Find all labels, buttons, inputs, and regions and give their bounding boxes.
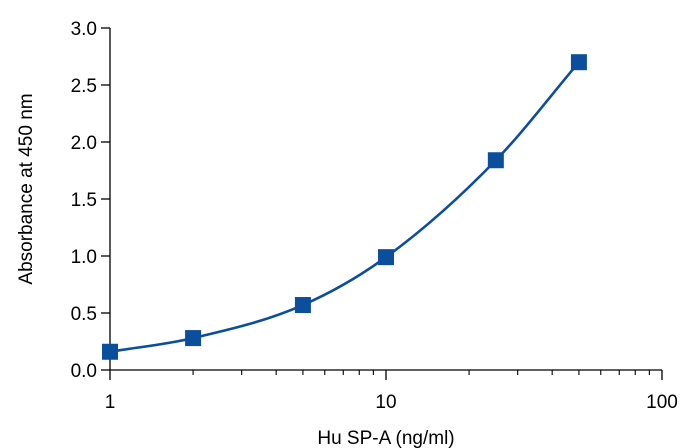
y-tick-label: 2.5 xyxy=(71,76,97,97)
data-point xyxy=(378,249,394,266)
x-ticks: 1 10 100 xyxy=(105,370,678,413)
axes xyxy=(109,28,662,371)
y-tick-label: 3.0 xyxy=(71,19,97,40)
data-point xyxy=(570,54,587,71)
x-tick-label: 100 xyxy=(646,392,678,413)
data-point xyxy=(102,343,118,360)
data-point xyxy=(487,152,504,169)
x-axis-label: Hu SP-A (ng/ml) xyxy=(317,428,454,448)
fit-curve xyxy=(109,61,580,354)
y-tick-label: 1.0 xyxy=(71,247,97,268)
y-tick-label: 0.0 xyxy=(71,361,97,382)
y-tick-label: 1.5 xyxy=(71,190,97,211)
y-axis-label: Absorbance at 450 nm xyxy=(16,93,37,284)
data-point xyxy=(294,297,311,314)
data-series xyxy=(102,54,587,360)
y-tick-label: 2.0 xyxy=(71,133,97,154)
y-tick-label: 0.5 xyxy=(71,304,97,325)
x-tick-label: 1 xyxy=(105,392,116,413)
x-tick-label: 10 xyxy=(375,392,396,413)
y-ticks: 0.0 0.5 1.0 1.5 2.0 2.5 3.0 xyxy=(71,19,110,382)
data-point xyxy=(185,330,202,347)
